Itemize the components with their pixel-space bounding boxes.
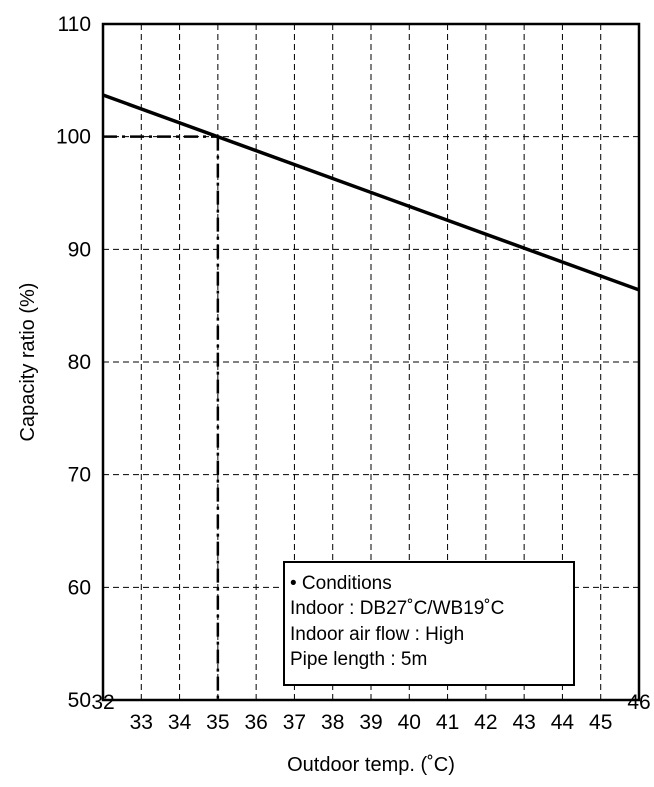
x-tick-label-45: 45 xyxy=(589,711,612,734)
x-tick-label-43: 43 xyxy=(512,711,535,734)
y-tick-label-110: 110 xyxy=(58,13,91,36)
conditions-box-frame xyxy=(283,561,575,686)
y-tick-label-100: 100 xyxy=(56,126,91,149)
x-tick-label-39: 39 xyxy=(359,711,382,734)
x-tick-label-46: 46 xyxy=(627,691,650,714)
y-tick-label-70: 70 xyxy=(68,464,91,487)
x-tick-label-33: 33 xyxy=(130,711,153,734)
x-tick-label-40: 40 xyxy=(398,711,421,734)
tick-labels: 32 33 34 35 36 37 38 39 40 41 42 43 44 45 46 50 60 70 80 90… xyxy=(56,13,651,734)
x-tick-label-35: 35 xyxy=(206,711,229,734)
y-tick-label-60: 60 xyxy=(68,576,91,599)
x-tick-label-36: 36 xyxy=(244,711,267,734)
conditions-line-2: Indoor : DB27˚C/WB19˚C xyxy=(290,598,504,619)
x-tick-label-38: 38 xyxy=(321,711,344,734)
conditions-line-3: Indoor air flow : High xyxy=(290,624,464,645)
series-line-0 xyxy=(102,93,640,292)
y-tick-label-50: 50 xyxy=(68,689,91,712)
x-axis-label: Outdoor temp. (˚C) xyxy=(287,754,455,776)
conditions-line-4: Pipe length : 5m xyxy=(290,649,427,670)
y-axis-label: Capacity ratio (%) xyxy=(17,283,39,442)
x-tick-label-42: 42 xyxy=(474,711,497,734)
x-tick-label-32: 32 xyxy=(91,691,114,714)
x-tick-label-44: 44 xyxy=(551,711,575,734)
series-layer xyxy=(102,93,640,292)
y-tick-label-80: 80 xyxy=(68,351,91,374)
x-tick-label-37: 37 xyxy=(283,711,306,734)
x-tick-label-34: 34 xyxy=(168,711,192,734)
conditions-line-1: • Conditions xyxy=(290,573,392,594)
reference-lines xyxy=(103,135,220,700)
conditions-box: • Conditions Indoor : DB27˚C/WB19˚C Indo… xyxy=(283,561,575,686)
x-tick-label-41: 41 xyxy=(436,711,459,734)
plot-frame xyxy=(101,22,641,702)
y-tick-label-90: 90 xyxy=(68,238,91,261)
